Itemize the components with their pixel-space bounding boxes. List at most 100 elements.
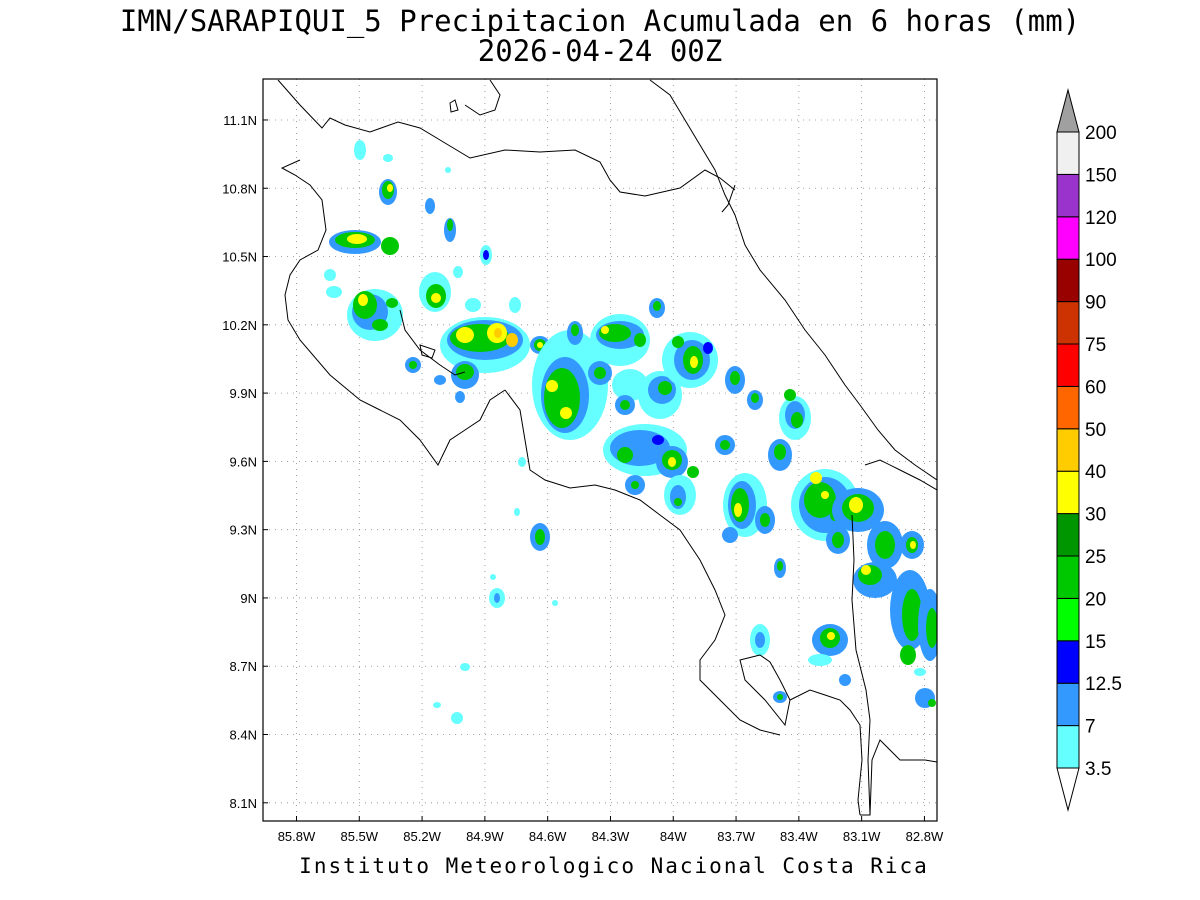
colorbar-swatch: [1056, 343, 1080, 387]
lat-tick-label: 10.2N: [222, 318, 257, 333]
map-grid: [263, 79, 937, 821]
precip-cell: [560, 407, 572, 419]
lon-tick-label: 82.8W: [906, 829, 944, 844]
precip-cell: [734, 503, 742, 517]
precip-cell: [620, 400, 630, 410]
precip-cell: [544, 368, 580, 428]
lat-tick-label: 8.4N: [230, 728, 257, 743]
precip-cell: [537, 342, 543, 348]
lat-tick-label: 9.6N: [230, 454, 257, 469]
colorbar-label: 12.5: [1085, 674, 1122, 695]
colorbar-swatch: [1056, 682, 1080, 727]
precip-cell: [672, 336, 684, 348]
precip-cell: [518, 457, 526, 467]
precip-cell: [372, 319, 388, 331]
precip-cell: [784, 389, 796, 401]
lat-tick-label: 9.9N: [230, 386, 257, 401]
precip-cell: [658, 381, 672, 395]
colorbar-label: 40: [1085, 462, 1106, 483]
nicaragua-border: [277, 79, 736, 197]
precip-cell: [687, 466, 699, 478]
colorbar-label: 3.5: [1085, 759, 1111, 780]
caribbean-coast: [464, 79, 937, 481]
precip-cell: [777, 561, 783, 571]
colorbar-label: 25: [1085, 547, 1106, 568]
precip-cell: [465, 298, 481, 312]
colorbar-label: 20: [1085, 589, 1106, 610]
colorbar-swatch: [1056, 640, 1080, 684]
precip-cell: [347, 234, 367, 244]
precip-cell: [324, 269, 336, 281]
precip-cell: [455, 391, 465, 403]
colorbar-swatch: [1056, 725, 1080, 769]
precip-cell: [433, 702, 441, 708]
precip-cell: [494, 593, 500, 603]
precip-cell: [755, 632, 765, 648]
colorbar-label: 30: [1085, 505, 1106, 526]
institution-credit: Instituto Meteorologico Nacional Costa R…: [299, 854, 929, 878]
colorbar-swatch: [1056, 513, 1080, 557]
precip-cell: [690, 356, 698, 368]
colorbar-label: 100: [1085, 250, 1117, 271]
precip-cell: [483, 250, 489, 260]
precip-cell: [730, 371, 740, 385]
precip-cell: [722, 527, 738, 543]
river-line: [721, 184, 736, 213]
colorbar-swatch: [1056, 385, 1080, 430]
precip-cell: [914, 668, 926, 676]
precip-cell: [849, 497, 863, 513]
precip-cell: [720, 440, 730, 450]
lat-tick-label: 11.1N: [223, 113, 257, 128]
precip-cell: [383, 154, 393, 162]
precip-cell: [760, 513, 770, 527]
lon-tick-label: 83.7W: [717, 829, 755, 844]
island-marker: [449, 99, 459, 113]
precip-cell: [774, 444, 786, 460]
lon-tick-label: 84W: [660, 829, 687, 844]
osa-peninsula: [739, 654, 791, 727]
lon-tick-label: 85.8W: [278, 829, 316, 844]
precipitation-colorbar: 3.5 7 12.5 15 20 25 30 40 50 60 75 90 100 120 150 200: [1056, 88, 1122, 812]
precip-cell: [445, 167, 451, 173]
colorbar-swatch: [1056, 428, 1080, 472]
precip-cell: [594, 367, 606, 379]
precip-cell: [354, 140, 366, 160]
longitude-tick-labels: 85.8W 85.5W 85.2W 84.9W 84.6W 84.3W 84W 83.7W 83…: [278, 829, 944, 844]
precip-cell: [546, 380, 558, 392]
lat-tick-label: 8.7N: [230, 659, 257, 674]
colorbar-under-arrow: [1056, 767, 1080, 812]
precip-cell: [668, 457, 676, 467]
precip-cell: [861, 565, 871, 575]
colorbar-swatch: [1056, 216, 1080, 260]
precipitation-field: [324, 140, 937, 724]
precip-cell: [387, 184, 393, 192]
precip-cell: [425, 198, 435, 214]
precip-cell: [535, 529, 545, 545]
colorbar-swatch: [1056, 301, 1080, 345]
precip-cell: [821, 491, 829, 499]
precip-cell: [601, 326, 609, 334]
lon-tick-label: 83.4W: [780, 829, 818, 844]
lat-tick-label: 9.3N: [230, 523, 257, 538]
pacific-coast-north: [280, 159, 506, 466]
golfito-coast: [789, 689, 863, 816]
precip-cell: [617, 447, 633, 463]
lat-tick-label: 10.8N: [222, 181, 257, 196]
precip-cell: [434, 375, 446, 385]
precip-cell: [910, 541, 916, 549]
precip-cell: [751, 393, 759, 403]
colorbar-label: 200: [1085, 123, 1117, 144]
lat-tick-label: 8.1N: [230, 796, 257, 811]
colorbar-label: 50: [1085, 420, 1106, 441]
precip-cell: [451, 712, 463, 724]
precip-cell: [900, 645, 916, 665]
precip-cell: [490, 574, 496, 580]
colorbar-swatch: [1056, 597, 1080, 642]
precip-cell: [839, 674, 851, 686]
precip-cell: [827, 632, 835, 640]
precip-cell: [652, 435, 664, 445]
precip-cell: [326, 286, 342, 298]
colorbar-swatch: [1056, 173, 1080, 218]
precip-cell: [791, 412, 803, 428]
precip-cell: [514, 508, 520, 516]
